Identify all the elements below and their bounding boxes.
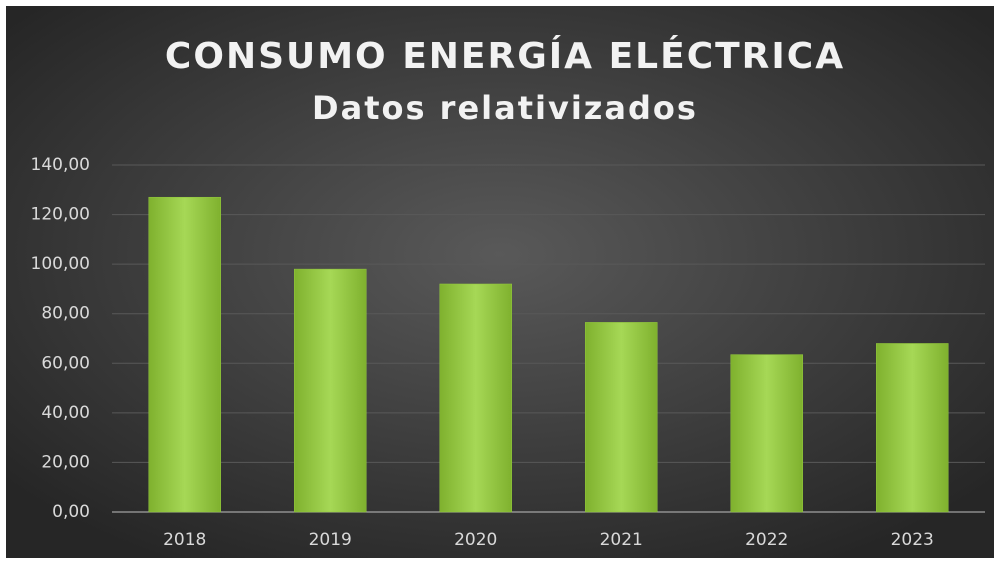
x-tick-label: 2018 [163,530,206,550]
bar [730,354,803,513]
x-tick-label: 2020 [454,530,497,550]
x-tick-label: 2021 [600,530,643,550]
y-tick-label: 60,00 [41,353,90,373]
y-tick-label: 120,00 [31,205,90,225]
y-tick-label: 100,00 [31,254,90,274]
bar [876,343,949,513]
bar [585,322,658,513]
x-tick-label: 2019 [309,530,352,550]
y-tick-label: 140,00 [31,155,90,175]
y-tick-label: 40,00 [41,403,90,423]
x-tick-label: 2023 [891,530,934,550]
chart-subtitle: Datos relativizados [312,89,698,127]
y-tick-label: 80,00 [41,304,90,324]
chart-title: CONSUMO ENERGÍA ELÉCTRICA [165,35,845,77]
y-tick-label: 20,00 [41,452,90,472]
bar [294,268,367,513]
x-tick-label: 2022 [745,530,788,550]
bar [439,283,512,513]
bar [148,196,221,513]
y-tick-label: 0,00 [52,502,90,522]
